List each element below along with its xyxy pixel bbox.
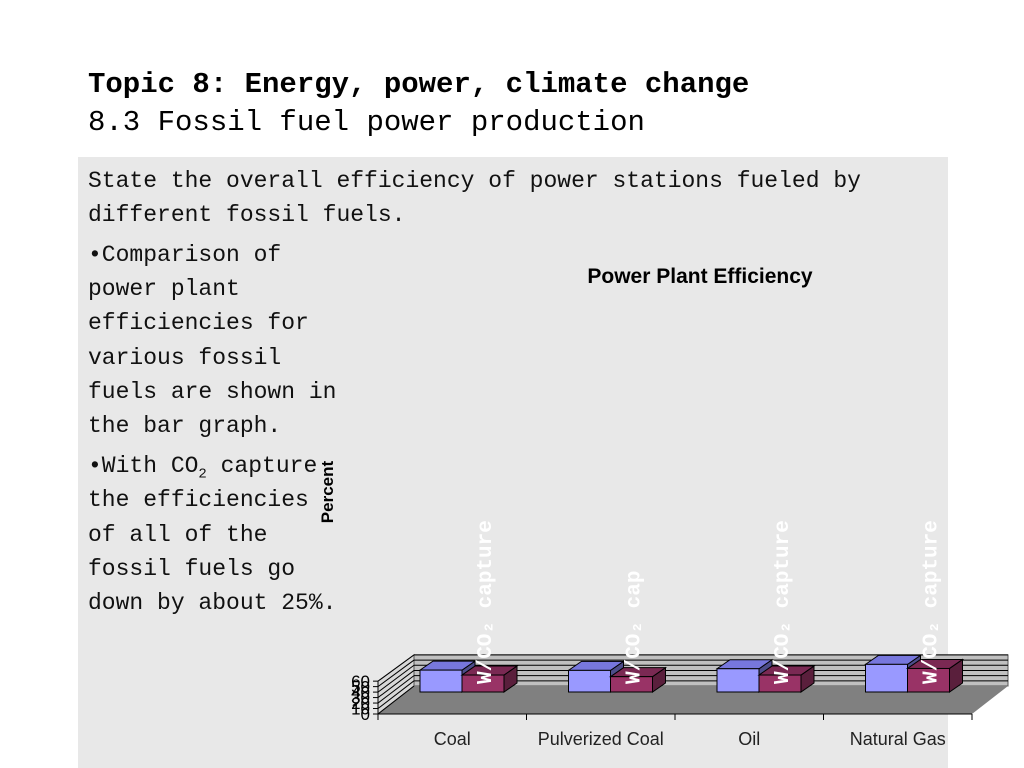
bullet-co2-pre: •With CO <box>88 453 199 480</box>
y-tick-label: 0 <box>361 705 370 724</box>
bullet-list: •Comparison of power plant efficiencies … <box>88 238 338 626</box>
gridline-diagonal <box>377 659 415 688</box>
title-block: Topic 8: Energy, power, climate change 8… <box>88 66 749 142</box>
x-tick-label: Oil <box>738 729 760 749</box>
y-tick-label: 10 <box>351 700 370 719</box>
objective-text: State the overall efficiency of power st… <box>88 168 861 228</box>
bar <box>419 669 463 693</box>
page-subtitle: 8.3 Fossil fuel power production <box>88 106 645 139</box>
bar <box>907 667 950 693</box>
page-title: Topic 8: Energy, power, climate change <box>88 68 750 101</box>
gridline-diagonal <box>377 680 415 709</box>
plot-floor <box>378 686 1008 714</box>
gridline-diagonal <box>377 664 415 693</box>
efficiency-chart: 0 10 20 30 40 50 60 Power Plant Efficiency Perce… <box>300 230 1024 768</box>
y-tick-label: 60 <box>351 672 370 691</box>
y-axis-label: Percent <box>318 460 337 523</box>
y-tick-label: 40 <box>351 683 370 702</box>
y-tick-label: 20 <box>351 694 370 713</box>
bullet-co2-capture: •With CO2 capture the efficiencies of al… <box>88 449 338 620</box>
chart-title: Power Plant Efficiency <box>587 265 813 288</box>
bar <box>610 676 653 693</box>
bar-data-label: W/CO₂ capture <box>921 520 944 684</box>
bar-data-label: W/CO₂ cap <box>624 571 647 684</box>
bar-data-label: W/CO₂ capture <box>772 520 795 684</box>
gridline-diagonal <box>377 675 415 704</box>
y-tick-label: 30 <box>351 689 370 708</box>
gridline-diagonal <box>377 670 415 698</box>
bar <box>461 674 505 693</box>
x-tick-label: Pulverized Coal <box>538 729 664 749</box>
gridline-diagonal <box>377 685 415 715</box>
bullet-co2-post: capture the efficiencies of all of the f… <box>88 453 337 617</box>
bar <box>716 668 760 693</box>
y-tick-label: 50 <box>351 678 370 697</box>
bullet-co2-sub: 2 <box>198 466 207 483</box>
bar-data-label: W/CO₂ capture <box>475 520 498 684</box>
x-tick-label: Coal <box>434 729 471 749</box>
bar <box>865 663 908 693</box>
bullet-comparison: •Comparison of power plant efficiencies … <box>88 242 337 440</box>
gridline-diagonal <box>377 654 415 682</box>
bar <box>568 669 611 693</box>
bar <box>758 674 802 693</box>
x-tick-label: Natural Gas <box>850 729 946 749</box>
